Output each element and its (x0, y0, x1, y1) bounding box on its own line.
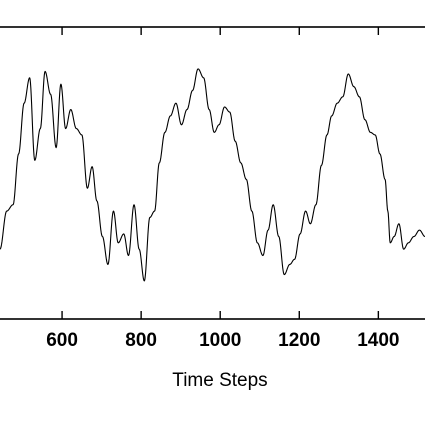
x-tick-label: 1400 (357, 330, 399, 351)
x-tick-label: 600 (46, 330, 78, 351)
x-tick-label: 1200 (278, 330, 320, 351)
x-tick-label: 1000 (199, 330, 241, 351)
x-axis-tick-labels: 600 800 1000 1200 1400 (46, 330, 399, 351)
series-line (0, 68, 425, 282)
x-axis-ticks (61, 27, 380, 319)
plot-area-frame (0, 26, 425, 320)
x-axis-title: Time Steps (172, 370, 267, 391)
x-tick-label: 800 (125, 330, 157, 351)
